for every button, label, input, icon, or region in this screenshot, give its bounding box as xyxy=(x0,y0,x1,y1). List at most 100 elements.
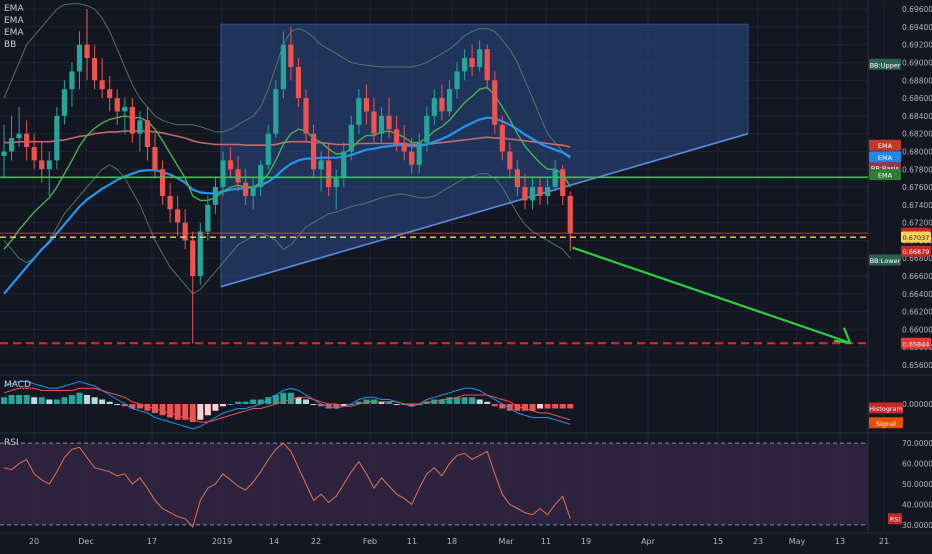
candle-body xyxy=(167,195,173,210)
macd-histogram-bar xyxy=(552,404,559,409)
macd-histogram-bar xyxy=(16,395,23,404)
candle-body xyxy=(182,222,188,241)
price-levels xyxy=(0,176,868,345)
indicator-label-ema-1[interactable]: EMA xyxy=(4,4,24,14)
macd-histogram-bar xyxy=(469,397,476,404)
candle-body xyxy=(401,142,407,152)
candle-body xyxy=(273,89,279,134)
price-tag-bar-low xyxy=(901,245,931,257)
macd-histogram-bar xyxy=(61,397,68,404)
ema-lines xyxy=(3,86,571,295)
indicator-label-ema-2[interactable]: EMA xyxy=(4,16,24,26)
rsi-tick-label: 30.0000 xyxy=(902,521,932,530)
macd-histogram-bar xyxy=(250,399,257,404)
macd-histogram-bar xyxy=(197,404,204,420)
macd-histogram-bar xyxy=(461,397,468,404)
macd-histogram-bar xyxy=(106,401,113,404)
time-axis[interactable]: 20 Dec 17 2019 14 22 Feb 11 18 Mar 11 19 Apr 15 23 May 1… xyxy=(29,537,889,546)
drawing-overlays xyxy=(220,23,749,288)
price-tick-label: 0.67800 xyxy=(902,165,932,174)
macd-histogram-bar xyxy=(257,399,264,404)
macd-histogram-bar xyxy=(219,404,226,407)
candle-body xyxy=(175,209,181,223)
macd-histogram-bar xyxy=(235,401,242,404)
price-tag-bb-upper xyxy=(869,58,901,70)
candle-body xyxy=(394,129,400,143)
candle-body xyxy=(341,151,347,179)
candle-body xyxy=(129,106,135,134)
candle-body xyxy=(137,120,143,134)
macd-histogram-bar xyxy=(446,397,453,404)
ema-fast-line xyxy=(3,86,571,250)
price-tag-label-ema-fast: EMA xyxy=(878,172,893,180)
candle-body xyxy=(54,115,60,161)
candle-body xyxy=(243,182,249,196)
candle-body xyxy=(461,58,468,72)
candle-body xyxy=(326,160,332,188)
rsi-tag-label: RSI xyxy=(890,516,901,524)
macd-histogram-bar xyxy=(76,392,83,404)
price-tick-label: 0.66000 xyxy=(902,325,932,334)
macd-histogram-bar xyxy=(242,401,249,404)
price-tick-label: 0.66400 xyxy=(902,290,932,299)
ema-slow-line xyxy=(3,116,571,295)
time-tick-label: 23 xyxy=(753,537,763,546)
rsi-tick-label: 60.0000 xyxy=(902,460,932,469)
macd-line xyxy=(3,380,571,430)
candle-body xyxy=(514,169,520,188)
price-tag-label-dashed-level: 0.67037 xyxy=(903,234,930,242)
candle-body xyxy=(159,169,166,196)
macd-histogram-bar xyxy=(53,399,60,404)
candle-body xyxy=(409,151,415,165)
candle-body xyxy=(522,187,528,201)
candle-body xyxy=(446,89,453,112)
macd-pane xyxy=(1,380,574,430)
macd-histogram-bar xyxy=(514,404,521,411)
macd-histogram-bar xyxy=(38,397,45,404)
candle-body xyxy=(220,160,226,188)
candle-body xyxy=(235,169,241,183)
rsi-tick-label: 70.0000 xyxy=(902,439,932,448)
price-tag-bb-lower xyxy=(869,254,901,266)
candle-body xyxy=(84,44,90,59)
price-tag-label-bb-upper: BB:Upper xyxy=(870,61,901,69)
rsi-tag xyxy=(888,513,902,525)
time-tick-label: 15 xyxy=(713,537,723,546)
macd-histogram-bar xyxy=(333,404,340,409)
price-tick-label: 0.68000 xyxy=(902,147,932,156)
macd-histogram-bar xyxy=(189,404,196,422)
candle-body xyxy=(16,133,22,139)
price-tag-support xyxy=(901,337,931,349)
candle-body xyxy=(484,49,490,81)
rsi-pane xyxy=(3,442,571,528)
price-tag-label-ema-long: EMA xyxy=(878,142,893,150)
price-tick-label: 0.67200 xyxy=(902,219,932,228)
macd-histogram-bar xyxy=(559,404,566,409)
candle-body xyxy=(560,169,566,196)
price-tag-ema-long xyxy=(869,139,901,151)
candle-body xyxy=(76,44,83,72)
indicator-label-ema-3[interactable]: EMA xyxy=(4,28,24,38)
candle-body xyxy=(477,49,483,67)
macd-histogram-bar xyxy=(99,399,106,404)
bb-upper-line xyxy=(3,3,571,157)
indicator-label-bb[interactable]: BB xyxy=(4,40,17,50)
macd-histogram-bar xyxy=(295,397,302,404)
pane-titles: MACD RSI xyxy=(4,380,31,448)
price-tag-label-bar-low: 0.66879 xyxy=(903,248,930,256)
macd-histogram-bar xyxy=(310,404,317,405)
macd-histogram-bar xyxy=(272,395,279,404)
macd-histogram-bar xyxy=(408,404,415,407)
candle-body xyxy=(310,133,317,170)
candle-body xyxy=(1,151,7,156)
projection-arrow xyxy=(571,246,851,344)
candle-body xyxy=(24,133,30,148)
macd-histogram-bar xyxy=(318,404,325,407)
rsi-title: RSI xyxy=(4,438,19,448)
price-tick-label: 0.69600 xyxy=(902,5,932,14)
macd-histogram-bar xyxy=(386,401,393,404)
macd-histogram-bar xyxy=(393,404,400,405)
candle-body xyxy=(152,147,158,170)
candle-body xyxy=(416,142,422,165)
